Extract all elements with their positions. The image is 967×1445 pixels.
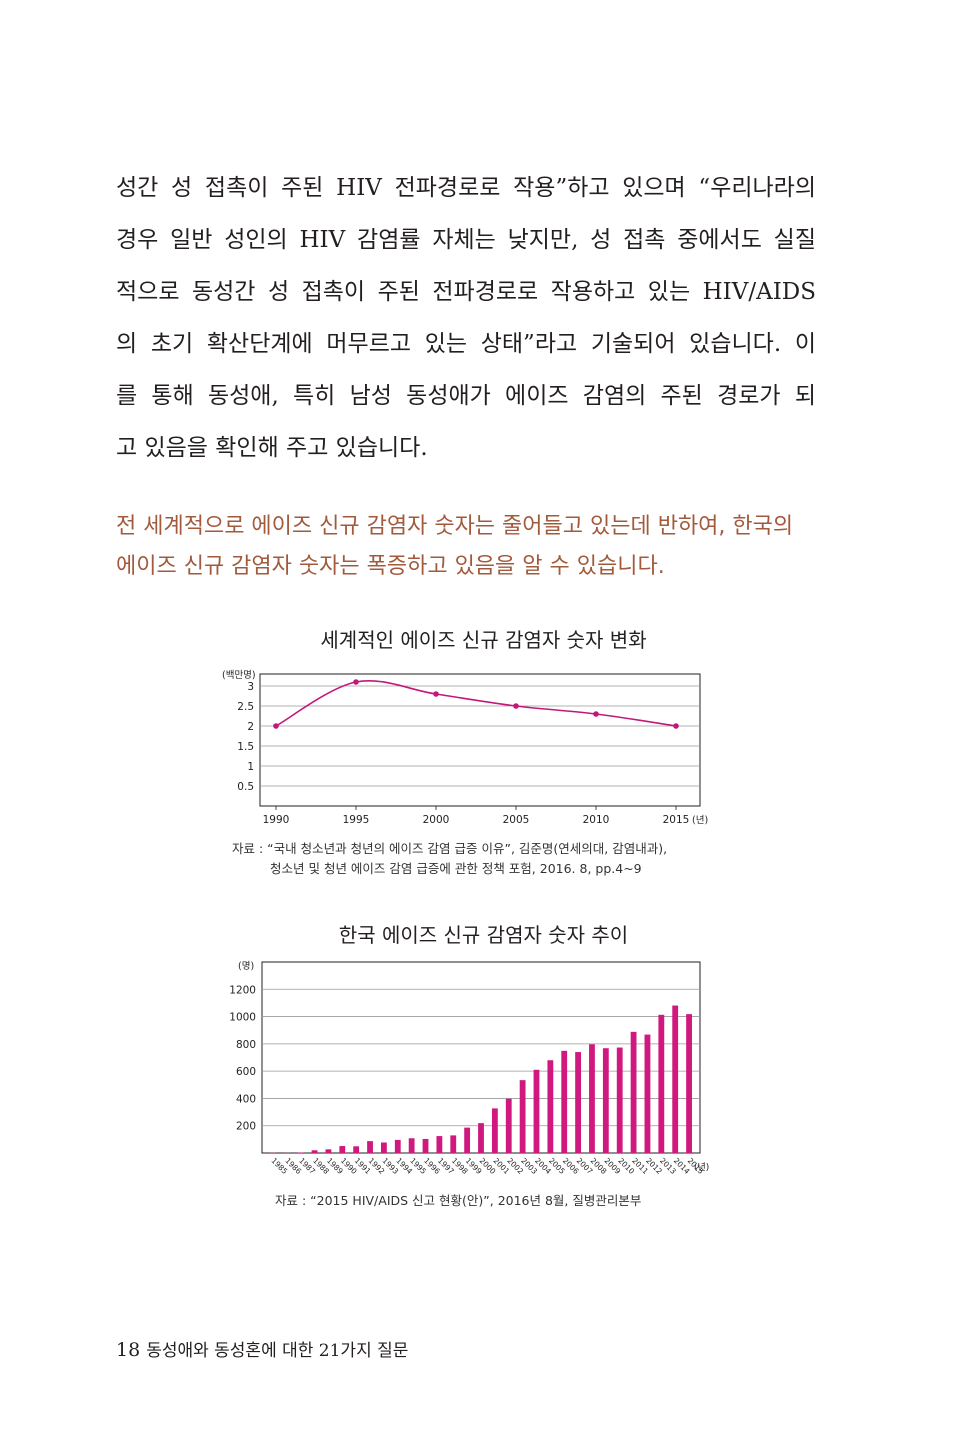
bar: [658, 1014, 665, 1153]
x-tick-label: 2010: [583, 814, 610, 826]
body-line: 성간 성 접촉이 주된 HIV 전파경로로 작용”하고 있으며 “우리나라의: [116, 175, 816, 201]
bar: [561, 1050, 568, 1153]
bar: [436, 1136, 443, 1153]
bar: [547, 1060, 554, 1153]
body-line: 경우 일반 성인의 HIV 감염률 자체는 낮지만, 성 접촉 중에서도 실질: [116, 227, 816, 253]
body-line: 의 초기 확산단계에 머무르고 있는 상태”라고 기술되어 있습니다. 이: [116, 331, 816, 357]
korea-bar-chart: 20040060080010001200(명)19851986198719881…: [229, 961, 709, 1176]
chart-title-korea: 한국 에이즈 신규 감염자 숫자 추이: [338, 923, 629, 947]
body-paragraph: 성간 성 접촉이 주된 HIV 전파경로로 작용”하고 있으며 “우리나라의 경…: [116, 162, 816, 474]
chart-title-world: 세계적인 에이즈 신규 감염자 숫자 변화: [320, 628, 647, 652]
world-line-chart: 0.5 1 1.5 2 2.5 3(백만명) 1990 1995 2000 2005 2010 201…: [222, 670, 708, 826]
bar: [367, 1141, 373, 1153]
bar: [450, 1135, 457, 1153]
bar: [519, 1080, 526, 1153]
x-tick-label: 2015: [663, 814, 690, 826]
data-point: [433, 691, 439, 697]
bar: [478, 1123, 484, 1153]
chart-source-world-line2: 청소년 및 청년 에이즈 감염 급증에 관한 정책 포험, 2016. 8, p…: [270, 861, 642, 876]
bar: [686, 1014, 692, 1153]
y-tick-label: 200: [236, 1121, 256, 1133]
highlight-paragraph: 전 세계적으로 에이즈 신규 감염자 숫자는 줄어들고 있는데 반하여, 한국의…: [116, 507, 824, 587]
body-line: 를 통해 동성애, 특히 남성 동성애가 에이즈 감염의 주된 경로가 되: [116, 383, 816, 409]
bar: [464, 1127, 471, 1153]
y-tick-label: 3: [247, 681, 254, 693]
chart-source-world-line1: 자료 : “국내 청소년과 청년의 에이즈 감염 급증 이유”, 김준명(연세의…: [232, 841, 668, 856]
plot-frame: [259, 673, 701, 807]
bar: [297, 1152, 304, 1153]
bar: [422, 1138, 429, 1153]
bar: [533, 1069, 540, 1153]
data-point: [513, 703, 519, 709]
y-tick-label: 600: [236, 1066, 256, 1078]
bar: [408, 1138, 415, 1153]
plot-frame: [261, 961, 701, 1154]
page-footer: 18 동성애와 동성혼에 대한 21가지 질문: [116, 1336, 408, 1361]
bar: [353, 1146, 360, 1153]
y-tick-label: 2.5: [237, 701, 254, 713]
y-unit-label: (명): [238, 961, 254, 972]
book-title: 동성애와 동성혼에 대한 21가지 질문: [146, 1341, 409, 1361]
y-tick-label: 2: [247, 721, 254, 733]
x-tick-label: 2000: [423, 814, 450, 826]
series-line: [275, 680, 677, 727]
page-number: 18: [116, 1339, 141, 1361]
y-tick-label: 1.5: [237, 741, 254, 753]
bar: [339, 1146, 346, 1153]
bar: [589, 1044, 595, 1153]
highlight-line: 에이즈 신규 감염자 숫자는 폭증하고 있음을 알 수 있습니다.: [116, 554, 665, 579]
bar: [505, 1098, 512, 1153]
bar: [491, 1108, 498, 1153]
data-point: [673, 723, 679, 729]
bar: [616, 1047, 623, 1153]
x-tick-label: 1990: [263, 814, 290, 826]
y-tick-label: 1000: [229, 1012, 256, 1024]
bar: [394, 1139, 401, 1153]
y-tick-label: 400: [236, 1093, 256, 1105]
x-unit-label: (년): [692, 815, 708, 826]
bar: [630, 1031, 637, 1153]
bar: [602, 1048, 609, 1153]
highlight-line: 전 세계적으로 에이즈 신규 감염자 숫자는 줄어들고 있는데 반하여, 한국의: [116, 514, 794, 539]
bar: [644, 1034, 651, 1153]
bar: [380, 1142, 387, 1153]
bar: [311, 1150, 318, 1153]
data-point: [593, 711, 599, 717]
data-point: [353, 679, 359, 685]
y-tick-label: 1: [247, 761, 254, 773]
y-tick-label: 1200: [229, 984, 256, 996]
y-tick-label: 0.5: [237, 781, 254, 793]
x-tick-label: 1995: [343, 814, 370, 826]
data-point: [273, 723, 279, 729]
body-line: 적으로 동성간 성 접촉이 주된 전파경로로 작용하고 있는 HIV/AIDS: [116, 279, 816, 305]
bar: [325, 1149, 332, 1153]
body-line: 고 있음을 확인해 주고 있습니다.: [116, 435, 428, 461]
bar: [672, 1005, 679, 1153]
chart-source-korea: 자료 : “2015 HIV/AIDS 신고 현황(안)”, 2016년 8월,…: [275, 1193, 642, 1208]
bar: [575, 1052, 582, 1153]
x-tick-label: 2005: [503, 814, 530, 826]
y-unit-label: (백만명): [222, 670, 256, 681]
x-unit-label: (년): [694, 1162, 709, 1173]
y-tick-label: 800: [236, 1039, 256, 1051]
